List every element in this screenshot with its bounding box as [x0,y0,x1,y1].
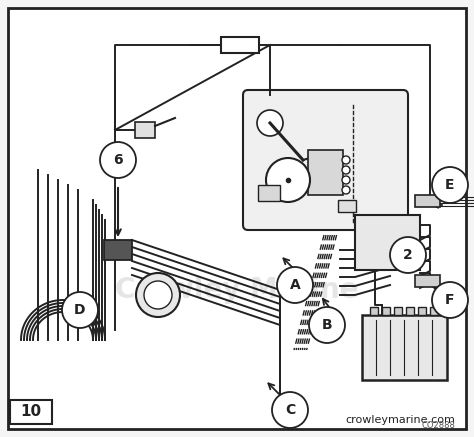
Circle shape [342,176,350,184]
Text: Crowley Marine: Crowley Marine [115,276,359,304]
Circle shape [257,110,283,136]
Bar [135,122,155,138]
Circle shape [342,166,350,174]
Bar [308,150,343,195]
Text: D: D [74,303,86,317]
Bar [221,37,259,53]
Text: 10: 10 [20,405,42,420]
Circle shape [62,292,98,328]
Circle shape [309,307,345,343]
Circle shape [100,142,136,178]
Text: CO2888: CO2888 [421,421,455,430]
Text: E: E [445,178,455,192]
Text: 6: 6 [113,153,123,167]
Circle shape [342,186,350,194]
Circle shape [432,167,468,203]
Bar [418,307,426,315]
Bar [394,307,402,315]
Bar [382,307,390,315]
Text: crowleymarine.com: crowleymarine.com [345,415,455,425]
Bar [370,307,378,315]
Circle shape [432,282,468,318]
Bar [415,275,440,287]
FancyBboxPatch shape [243,90,408,230]
Circle shape [277,267,313,303]
Bar [362,315,447,380]
Circle shape [136,273,180,317]
Text: B: B [322,318,332,332]
Text: F: F [445,293,455,307]
Circle shape [390,237,426,273]
Bar [430,307,438,315]
Bar [406,307,414,315]
Bar [258,185,280,201]
Bar [415,195,440,207]
Bar [355,215,420,270]
Circle shape [266,158,310,202]
Circle shape [272,392,308,428]
Text: C: C [285,403,295,417]
Text: A: A [290,278,301,292]
Bar [104,240,132,260]
Bar [10,400,52,424]
Circle shape [342,156,350,164]
Text: 2: 2 [403,248,413,262]
Bar [338,200,356,212]
Circle shape [144,281,172,309]
